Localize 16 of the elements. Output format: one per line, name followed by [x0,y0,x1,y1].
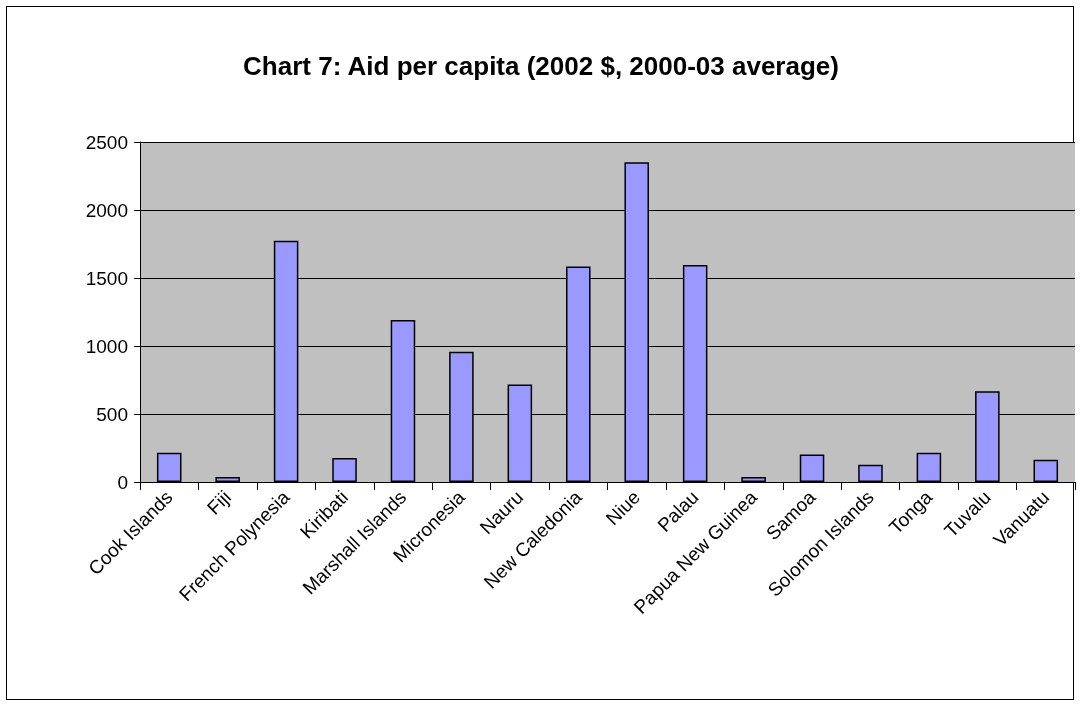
x-tick-label: Niue [601,486,645,530]
y-tick-label: 500 [96,403,128,425]
y-tick-label: 0 [117,471,128,493]
bar [332,458,357,482]
chart-title: Chart 7: Aid per capita (2002 $, 2000-03 average) [243,51,839,81]
y-tick-label: 2000 [85,199,128,221]
bar [741,476,766,482]
bar [799,454,825,482]
y-tick-label: 2500 [85,131,128,153]
bar [916,452,942,482]
bar [858,464,883,482]
bar [215,476,240,482]
bar [1033,459,1059,482]
y-tick-label: 1000 [85,335,128,357]
y-tick-label: 1500 [85,267,128,289]
bar [156,452,182,482]
